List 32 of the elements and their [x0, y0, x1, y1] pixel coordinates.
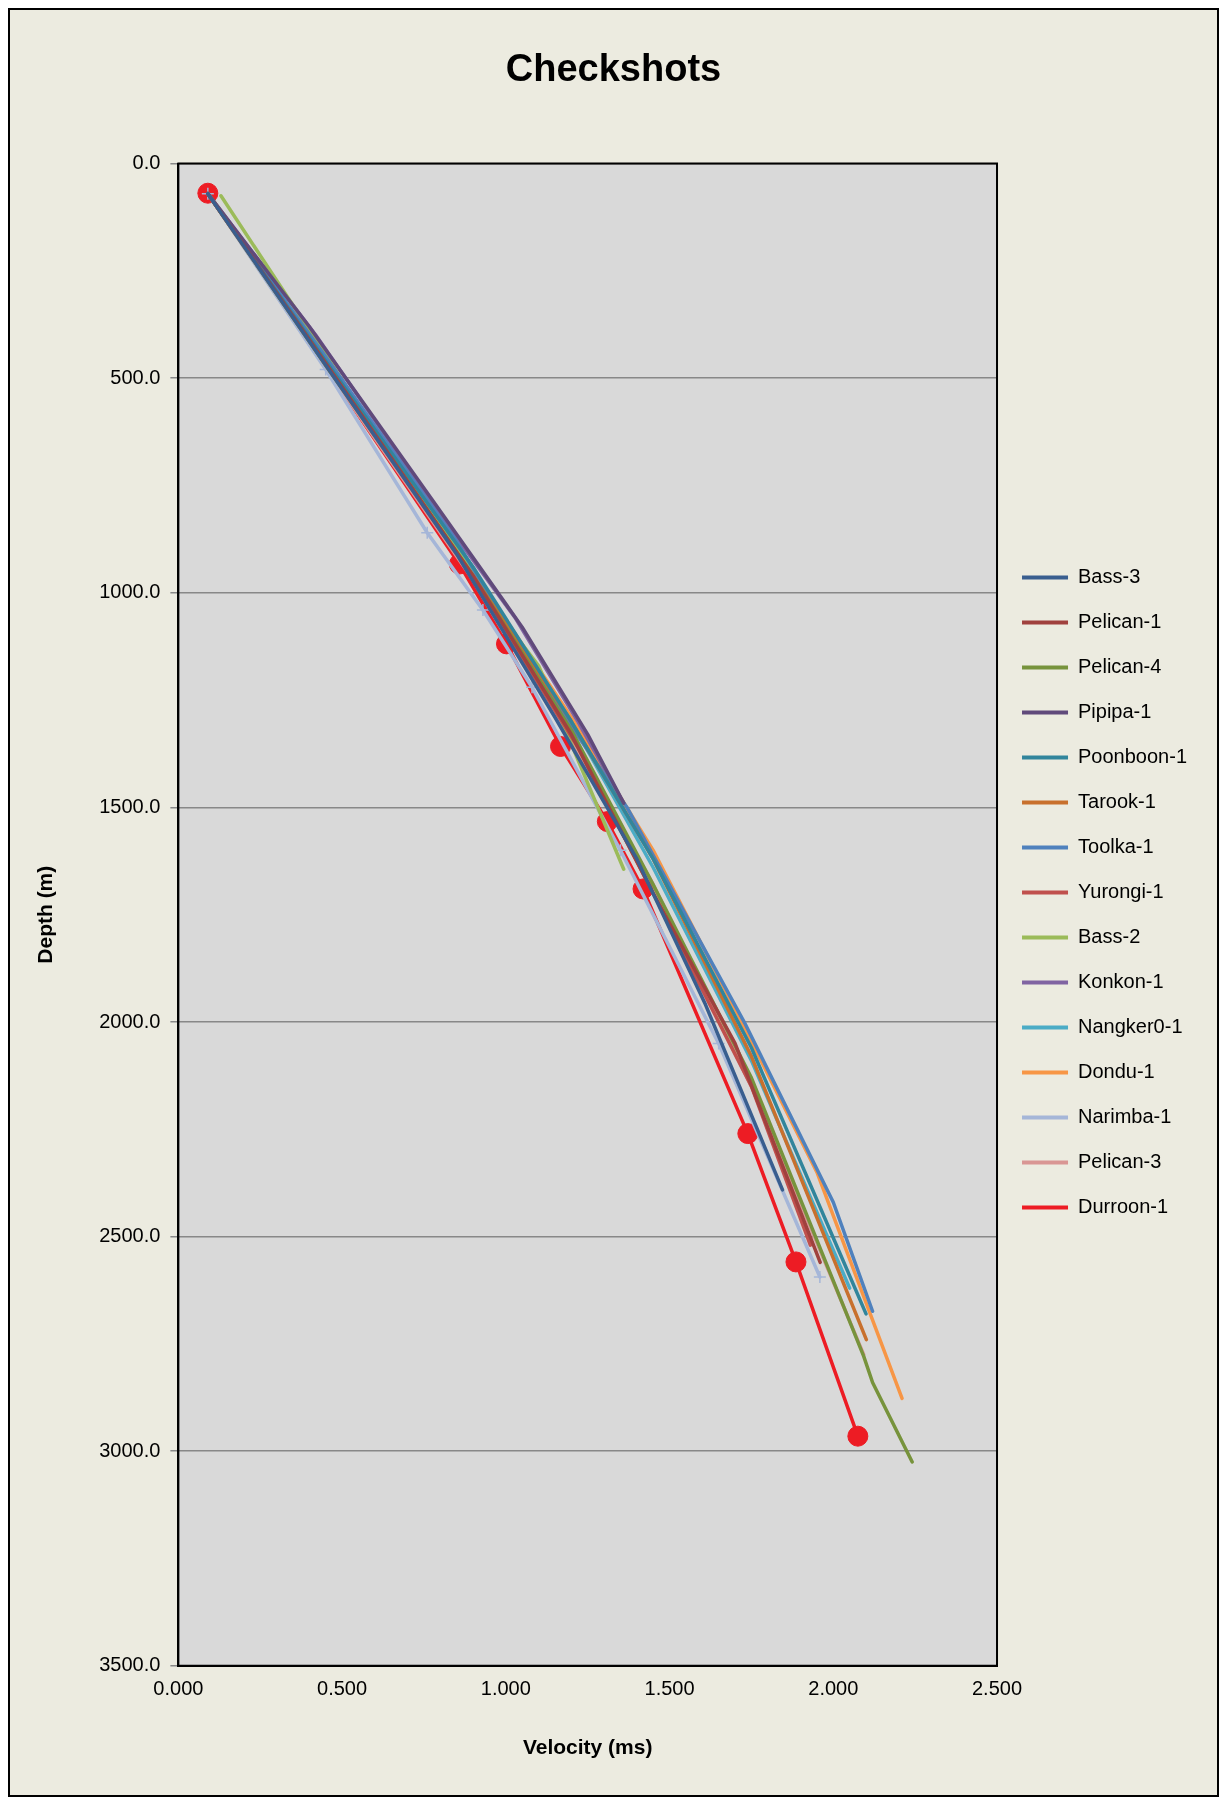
x-tick-label: 2.000	[808, 1677, 859, 1700]
legend-label: Narimba-1	[1078, 1105, 1172, 1128]
legend-label: Bass-2	[1078, 925, 1141, 948]
y-axis-title: Depth (m)	[33, 865, 57, 964]
chart-title: Checkshots	[505, 47, 722, 90]
x-tick-label: 0.500	[317, 1677, 368, 1700]
legend-label: Pelican-4	[1078, 655, 1162, 678]
legend-label: Tarook-1	[1078, 790, 1156, 813]
y-tick-label: 2000.0	[99, 1009, 161, 1032]
legend-label: Pipipa-1	[1078, 700, 1152, 723]
y-tick-label: 2500.0	[99, 1224, 161, 1247]
legend-label: Pelican-3	[1078, 1150, 1162, 1173]
legend-label: Bass-3	[1078, 565, 1141, 588]
y-tick-label: 1500.0	[99, 794, 161, 817]
legend-label: Toolka-1	[1078, 835, 1154, 858]
x-tick-label: 2.500	[971, 1677, 1023, 1700]
legend-label: Konkon-1	[1078, 970, 1164, 993]
legend-label: Poonboon-1	[1078, 745, 1187, 768]
y-tick-label: 0.0	[132, 151, 161, 174]
legend-label: Dondu-1	[1078, 1060, 1155, 1083]
x-tick-label: 0.000	[153, 1677, 204, 1700]
x-axis-title: Velocity (ms)	[522, 1735, 653, 1759]
y-tick-label: 500.0	[110, 365, 161, 388]
x-tick-label: 1.000	[480, 1677, 531, 1700]
legend-label: Yurongi-1	[1078, 880, 1164, 903]
x-tick-label: 1.500	[644, 1677, 695, 1700]
legend-label: Nangker0-1	[1078, 1015, 1183, 1038]
legend-label: Durroon-1	[1078, 1195, 1169, 1218]
y-tick-label: 1000.0	[99, 580, 161, 603]
legend-label: Pelican-1	[1078, 610, 1162, 633]
y-tick-label: 3000.0	[99, 1438, 161, 1461]
y-tick-label: 3500.0	[99, 1653, 161, 1676]
